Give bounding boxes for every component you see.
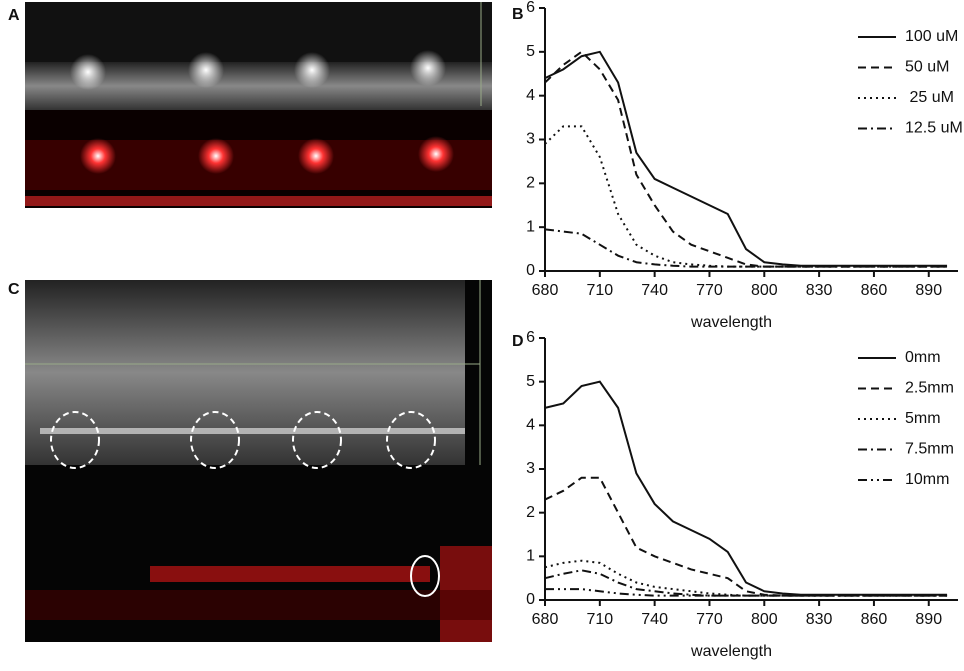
y-tick-label: 3 bbox=[526, 131, 535, 148]
legend-label: 2.5mm bbox=[905, 380, 954, 397]
x-tick-label: 800 bbox=[751, 282, 778, 299]
legend-label: 5mm bbox=[905, 410, 941, 427]
legend-label: 100 uM bbox=[905, 28, 958, 45]
x-tick-label: 860 bbox=[861, 282, 888, 299]
x-tick-label: 770 bbox=[696, 611, 723, 628]
legend-label: 0mm bbox=[905, 349, 941, 366]
x-tick-label: 770 bbox=[696, 282, 723, 299]
y-tick-label: 4 bbox=[526, 87, 535, 104]
x-axis-label: wavelength bbox=[690, 314, 772, 331]
x-tick-label: 740 bbox=[641, 282, 668, 299]
series-line bbox=[544, 50, 948, 268]
y-tick-label: 0 bbox=[526, 262, 535, 279]
y-tick-label: 2 bbox=[526, 504, 535, 521]
x-tick-label: 740 bbox=[641, 611, 668, 628]
legend-label: 7.5mm bbox=[905, 441, 954, 458]
panel-label: B bbox=[512, 6, 524, 23]
series-line bbox=[544, 476, 948, 597]
x-tick-label: 890 bbox=[915, 282, 942, 299]
y-tick-label: 1 bbox=[526, 548, 535, 565]
y-tick-label: 6 bbox=[526, 0, 535, 16]
y-tick-label: 2 bbox=[526, 175, 535, 192]
y-tick-label: 3 bbox=[526, 460, 535, 477]
y-tick-label: 4 bbox=[526, 417, 535, 434]
series-line bbox=[544, 125, 948, 268]
image-c bbox=[25, 280, 492, 642]
x-tick-label: 710 bbox=[586, 282, 613, 299]
x-tick-label: 710 bbox=[586, 611, 613, 628]
series-line bbox=[544, 50, 948, 267]
image-a bbox=[25, 2, 492, 208]
series-line bbox=[544, 228, 948, 268]
x-tick-label: 830 bbox=[806, 282, 833, 299]
series-line bbox=[545, 588, 948, 597]
y-tick-label: 1 bbox=[526, 218, 535, 235]
y-tick-label: 5 bbox=[526, 373, 535, 390]
x-tick-label: 800 bbox=[751, 611, 778, 628]
panel-label: D bbox=[512, 333, 524, 350]
legend-label: 12.5 uM bbox=[905, 120, 963, 137]
legend-label: 25 uM bbox=[905, 89, 954, 106]
x-tick-label: 860 bbox=[861, 611, 888, 628]
y-tick-label: 6 bbox=[526, 329, 535, 346]
x-tick-label: 680 bbox=[532, 282, 559, 299]
x-tick-label: 830 bbox=[806, 611, 833, 628]
y-tick-label: 0 bbox=[526, 591, 535, 608]
legend-label: 10mm bbox=[905, 471, 949, 488]
x-axis-label: wavelength bbox=[690, 643, 772, 660]
legend-label: 50 uM bbox=[905, 59, 949, 76]
panel-label: A bbox=[8, 7, 20, 24]
panel-label: C bbox=[8, 281, 20, 298]
x-tick-label: 890 bbox=[915, 611, 942, 628]
series-line bbox=[544, 559, 948, 597]
y-tick-label: 5 bbox=[526, 43, 535, 60]
x-tick-label: 680 bbox=[532, 611, 559, 628]
